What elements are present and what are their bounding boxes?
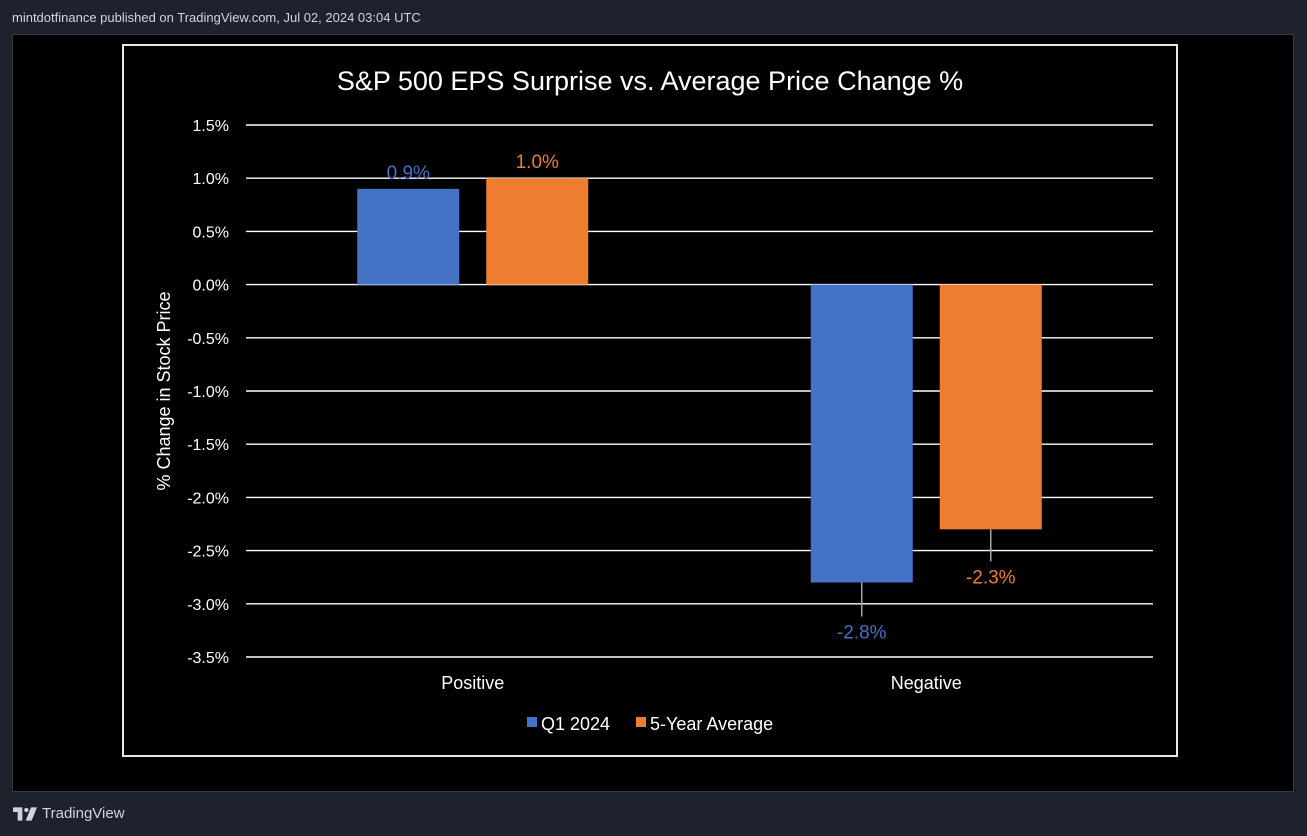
y-tick-label: -2.5% bbox=[187, 544, 229, 561]
x-category-label: Positive bbox=[441, 673, 504, 693]
data-label: -2.3% bbox=[966, 567, 1016, 588]
bar-q1-2024-negative bbox=[810, 284, 913, 583]
y-tick-label: 0.5% bbox=[193, 224, 229, 241]
data-label: 0.9% bbox=[387, 163, 430, 184]
y-tick-label: 1.0% bbox=[193, 171, 229, 188]
y-tick-label: -0.5% bbox=[187, 331, 229, 348]
y-tick-label: -1.0% bbox=[187, 384, 229, 401]
bar-5-year-average-positive bbox=[486, 178, 589, 285]
y-tick-label: 1.5% bbox=[193, 118, 229, 135]
y-tick-label: -3.0% bbox=[187, 597, 229, 614]
legend-swatch bbox=[636, 717, 646, 727]
y-tick-label: -2.0% bbox=[187, 490, 229, 507]
y-tick-label: 0.0% bbox=[193, 278, 229, 295]
x-category-label: Negative bbox=[891, 673, 962, 693]
footer-brand-label: TradingView bbox=[42, 805, 125, 822]
data-label: 1.0% bbox=[516, 152, 559, 173]
y-tick-label: -1.5% bbox=[187, 437, 229, 454]
publish-caption: mintdotfinance published on TradingView.… bbox=[12, 10, 421, 25]
footer-brand: TradingView bbox=[13, 805, 125, 822]
chart-title: S&P 500 EPS Surprise vs. Average Price C… bbox=[337, 66, 963, 96]
tradingview-logo-icon bbox=[13, 806, 37, 821]
legend-label: Q1 2024 bbox=[541, 714, 610, 734]
bar-5-year-average-negative bbox=[939, 284, 1042, 530]
data-label: -2.8% bbox=[837, 623, 887, 644]
legend-label: 5-Year Average bbox=[650, 714, 773, 734]
legend-swatch bbox=[527, 717, 537, 727]
y-axis-label: % Change in Stock Price bbox=[154, 291, 174, 490]
chart-legend: Q1 2024 5-Year Average bbox=[527, 714, 773, 734]
y-tick-label: -3.5% bbox=[187, 650, 229, 667]
bar-q1-2024-positive bbox=[357, 188, 460, 285]
